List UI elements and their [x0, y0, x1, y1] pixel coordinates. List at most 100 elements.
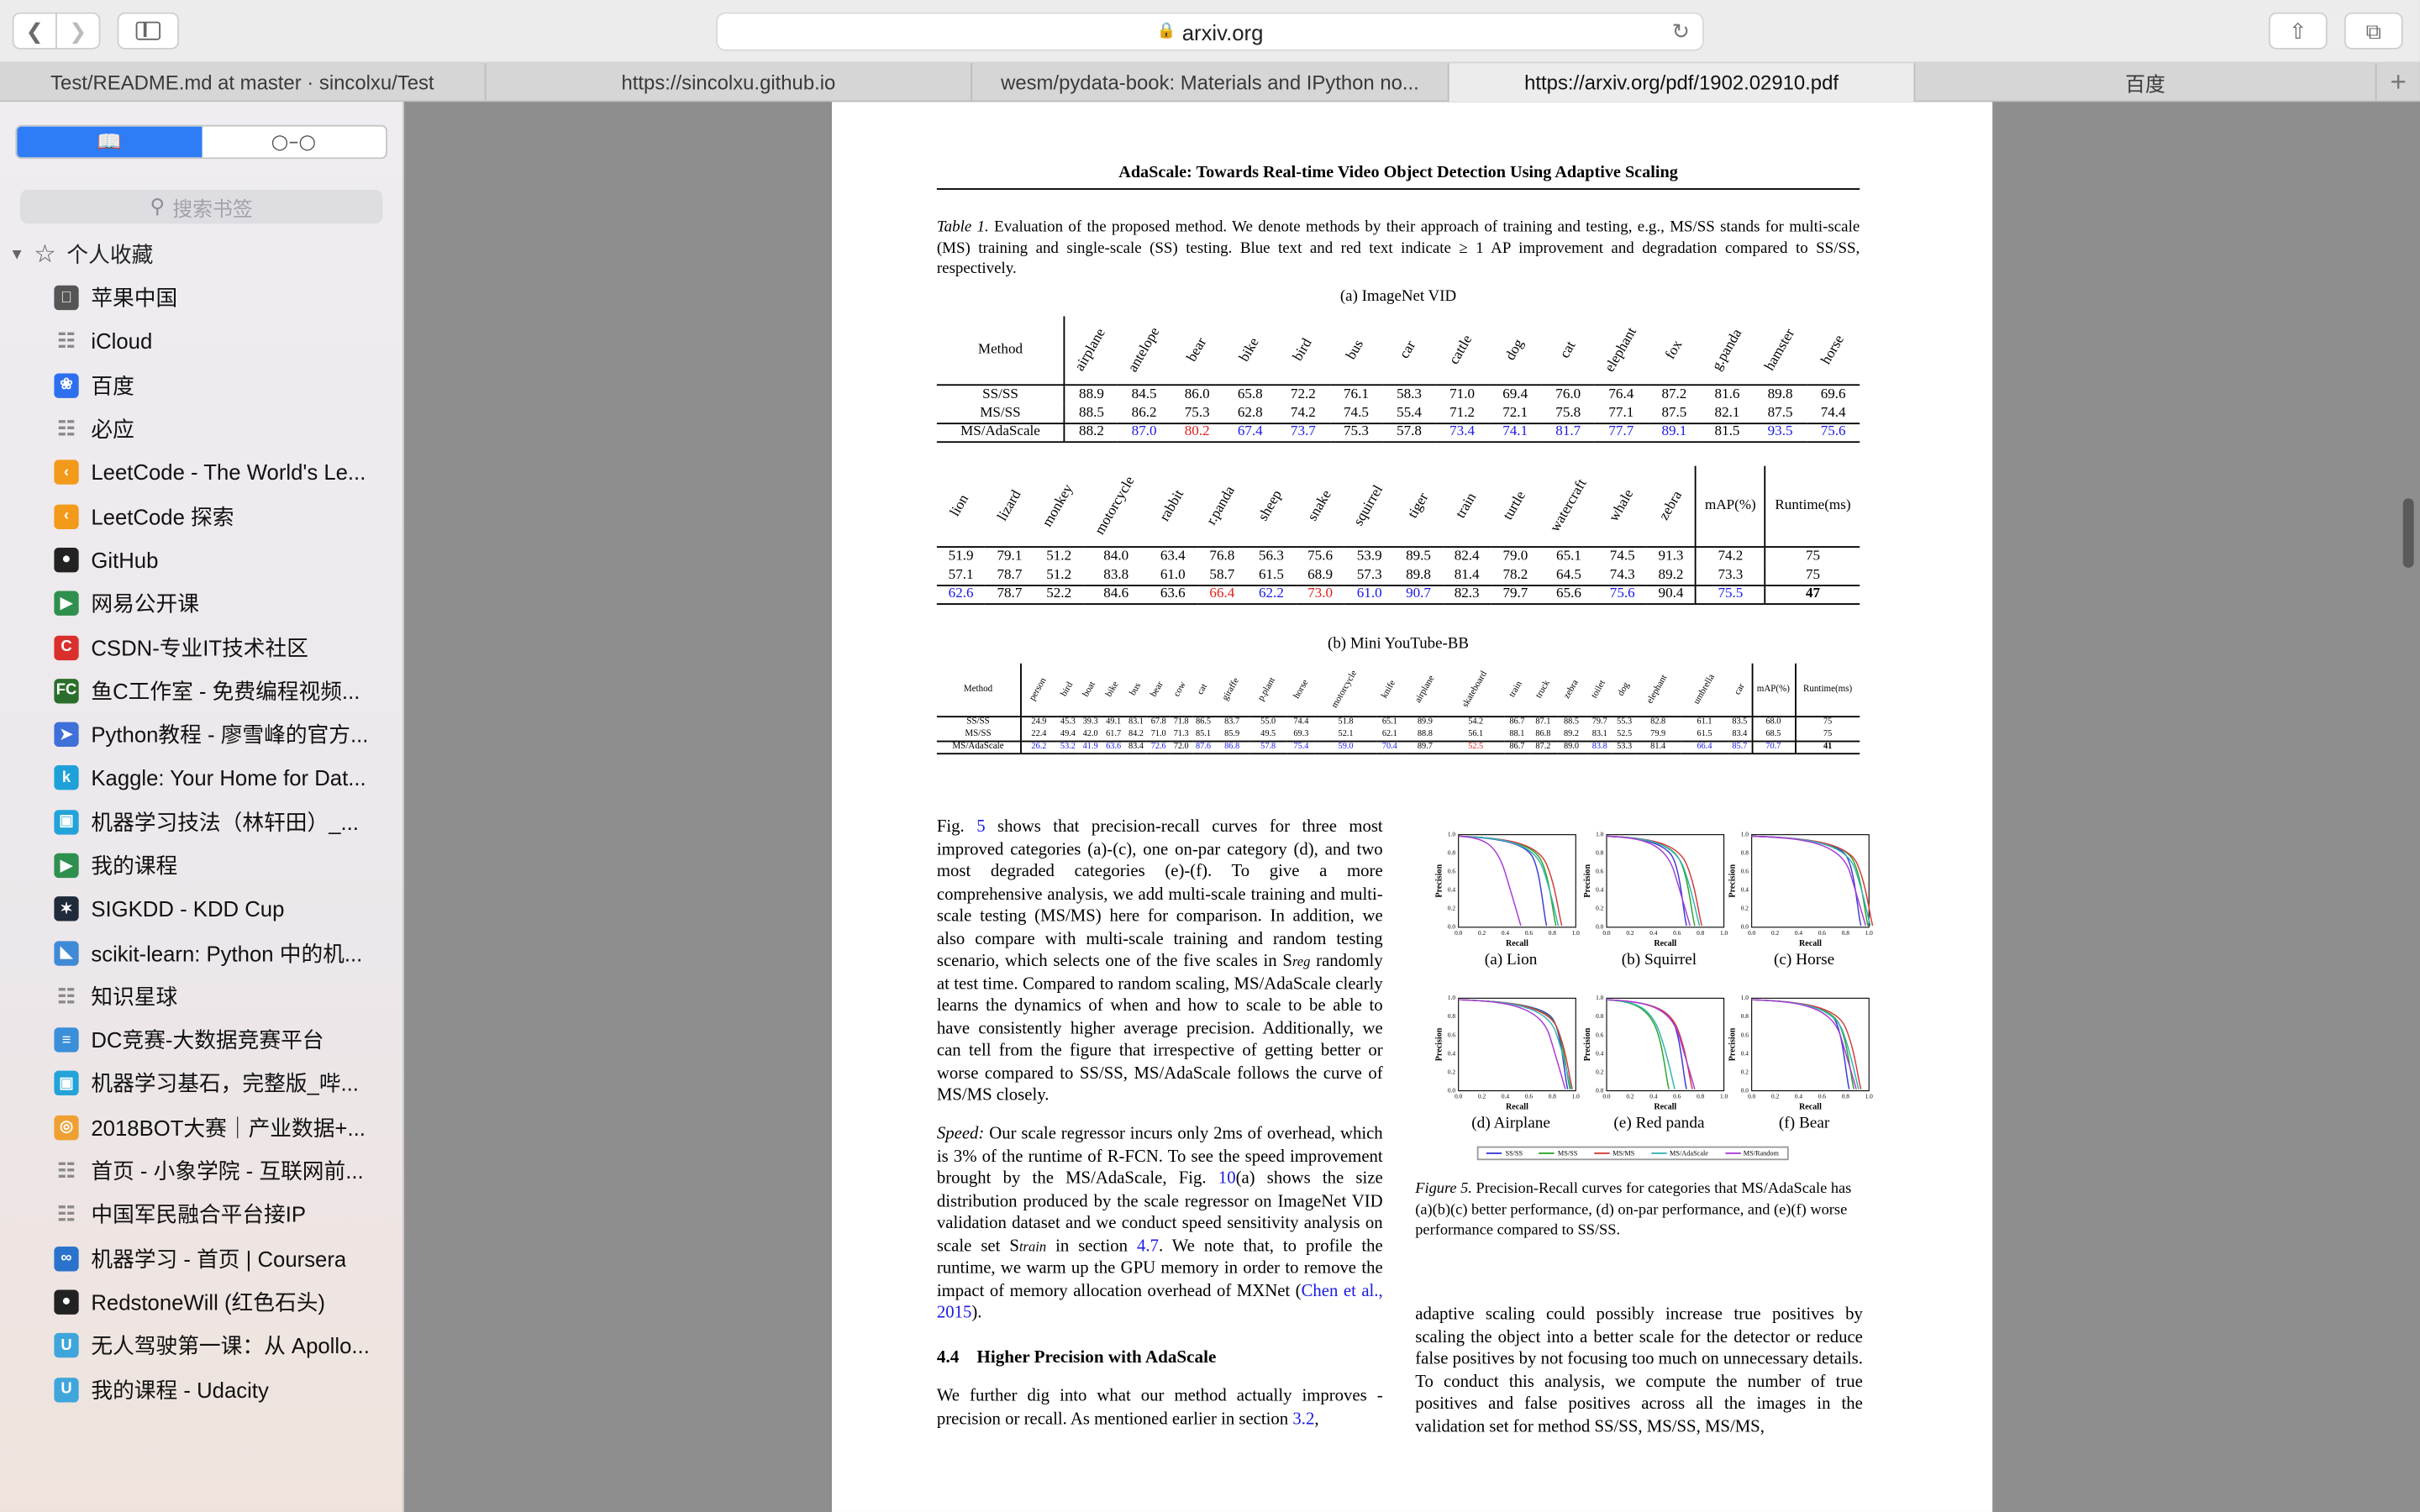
map-header: mAP(%): [1750, 663, 1797, 717]
table-cell: 52.5: [1617, 729, 1633, 739]
bookmark-item[interactable]: ∞ 机器学习 - 首页 | Coursera: [54, 1236, 397, 1280]
table-cell: 69.6: [1820, 386, 1846, 402]
bookmarks-tab[interactable]: 📖: [17, 126, 202, 158]
bookmark-item[interactable]:  苹果中国: [54, 276, 397, 320]
bookmark-item[interactable]: U 我的课程 - Udacity: [54, 1368, 397, 1411]
bookmark-item[interactable]: ☷ 知识星球: [54, 974, 397, 1018]
panel-label: (e) Red panda: [1613, 1115, 1705, 1133]
bookmark-item[interactable]: ▣ 机器学习技法（林轩田）_...: [54, 800, 397, 843]
table-cell: 86.7: [1509, 717, 1525, 727]
bookmark-search-input[interactable]: ⚲ 搜索书签: [19, 189, 383, 224]
p3-a: We further dig into what our method actu…: [936, 1387, 1383, 1428]
table-cell: 62.6: [948, 586, 974, 602]
section-4-7-link[interactable]: 4.7: [1137, 1236, 1159, 1256]
disclosure-triangle-icon[interactable]: ▼: [9, 245, 25, 264]
bookmark-item[interactable]: ▣ 机器学习基石，完整版_哔...: [54, 1062, 397, 1105]
table-cell: 67.4: [1237, 424, 1263, 440]
back-button[interactable]: ❮: [12, 12, 57, 50]
forward-button[interactable]: ❯: [55, 12, 101, 50]
sklearn-icon: ◣: [54, 940, 79, 966]
table-b-title: (b) Mini YouTube-BB: [1328, 635, 1470, 653]
column-header: elephant: [1635, 664, 1681, 716]
method-cell: MS/SS: [936, 727, 1021, 741]
section-3-2-link[interactable]: 3.2: [1292, 1409, 1315, 1428]
bookmark-item[interactable]: k Kaggle: Your Home for Dat...: [54, 756, 397, 800]
tabs-overview-button[interactable]: ⧉: [2344, 12, 2403, 50]
bookmark-label: iCloud: [91, 329, 153, 354]
method-cell: MS/AdaScale: [936, 423, 1065, 443]
bookmark-item[interactable]: ‹ LeetCode 探索: [54, 495, 397, 538]
p1-pre: Fig.: [936, 817, 965, 837]
bookmark-item[interactable]: ◣ scikit-learn: Python 中的机...: [54, 931, 397, 974]
bookmark-item[interactable]: ☷ iCloud: [54, 320, 397, 364]
table-cell: 83.7: [1224, 717, 1240, 727]
x-tick-label: 0.4: [1649, 929, 1657, 937]
fig-ref-link[interactable]: 5: [976, 817, 986, 837]
bookmark-item[interactable]: ☷ 必应: [54, 407, 397, 451]
citation-link[interactable]: Chen et al., 2015: [936, 1281, 1383, 1323]
bookmark-item[interactable]: ◎ 2018BOT大赛｜产业数据+...: [54, 1105, 397, 1149]
y-tick-label: 0.0: [1448, 923, 1455, 931]
bookmark-label: 必应: [91, 416, 134, 442]
tab-github-io[interactable]: https://sincolxu.github.io: [487, 63, 973, 102]
table-cell: 63.4: [1160, 548, 1186, 564]
y-tick-label: 0.4: [1741, 886, 1749, 894]
bookmark-item[interactable]: ● RedstoneWill (红色石头): [54, 1280, 397, 1324]
table-cell: 83.1: [1591, 729, 1607, 739]
column-label: boat: [1082, 680, 1099, 699]
bookmark-item[interactable]: U 无人驾驶第一课：从 Apollo...: [54, 1324, 397, 1368]
bookmark-item[interactable]: C CSDN-专业IT技术社区: [54, 626, 397, 669]
table-cell: 71.0: [1449, 386, 1476, 402]
table-cell: 89.8: [1767, 386, 1793, 402]
share-button[interactable]: ⇧: [2268, 12, 2328, 50]
pr-curve-panel: 0.00.0 0.2 0.2 0.4 0.4 0.6 0.6 0.8 0.8 1.0 1.0 Reca…: [1583, 994, 1728, 1111]
tab-arxiv-pdf[interactable]: https://arxiv.org/pdf/1902.02910.pdf: [1449, 63, 1916, 102]
table-cell: 41.9: [1082, 742, 1098, 752]
bookmark-item[interactable]: ☷ 中国军民融合平台接IP: [54, 1193, 397, 1236]
right-col-text: adaptive scaling could possibly increase…: [1415, 1305, 1863, 1436]
search-placeholder: 搜索书签: [172, 197, 253, 220]
p2-c: in section: [1046, 1236, 1138, 1256]
legend-label: MS/AdaScale: [1670, 1149, 1708, 1158]
bookmark-item[interactable]: ☷ 首页 - 小象学院 - 互联网前...: [54, 1149, 397, 1193]
column-header: bus: [1329, 317, 1382, 385]
bookmark-item[interactable]: ✶ SIGKDD - KDD Cup: [54, 887, 397, 931]
method-cell: MS/AdaScale: [936, 740, 1021, 753]
table-cell: 58.3: [1397, 386, 1422, 402]
new-tab-button[interactable]: +: [2390, 66, 2407, 97]
bookmark-item[interactable]: ≡ DC竞赛-大数据竞赛平台: [54, 1018, 397, 1062]
table-cell: 88.1: [1509, 729, 1525, 739]
column-header: dog: [1489, 317, 1542, 385]
tab-baidu[interactable]: 百度: [1915, 63, 2377, 102]
column-header: bike: [1223, 317, 1276, 385]
scrollbar-thumb[interactable]: [2402, 498, 2414, 568]
bookmark-item[interactable]: ▶ 网易公开课: [54, 582, 397, 626]
bookmark-item[interactable]: FC 鱼C工作室 - 免费编程视频...: [54, 669, 397, 713]
tab-readme[interactable]: Test/README.md at master · sincolxu/Test: [0, 63, 487, 102]
y-tick-label: 0.0: [1448, 1086, 1455, 1094]
table-cell: 55.3: [1617, 717, 1633, 727]
x-axis-label: Recall: [1506, 939, 1528, 948]
table-cell: 57.8: [1260, 742, 1276, 752]
y-tick-label: 0.4: [1596, 886, 1603, 894]
reload-icon[interactable]: ↻: [1671, 18, 1691, 44]
legend-swatch: [1651, 1152, 1667, 1154]
bookmark-label: 网易公开课: [91, 591, 199, 617]
table-cell: 76.4: [1608, 386, 1634, 402]
reading-list-tab[interactable]: ○–○: [202, 127, 386, 158]
tab-pydata-book[interactable]: wesm/pydata-book: Materials and IPython …: [972, 63, 1449, 102]
bookmark-item[interactable]: ➤ Python教程 - 廖雪峰的官方...: [54, 712, 397, 756]
runtime-header: Runtime(ms): [1775, 497, 1851, 514]
address-bar[interactable]: 🔒 arxiv.org ↻: [716, 12, 1704, 51]
pdf-viewer[interactable]: AdaScale: Towards Real-time Video Object…: [404, 102, 2420, 1512]
table-cell: 65.1: [1381, 717, 1397, 727]
bookmark-item[interactable]: ❀ 百度: [54, 364, 397, 407]
bookmark-item[interactable]: ‹ LeetCode - The World's Le...: [54, 451, 397, 495]
bookmark-item[interactable]: ▶ 我的课程: [54, 843, 397, 887]
table-cell: 87.5: [1661, 405, 1687, 421]
x-tick-label: 0.0: [1602, 1093, 1610, 1100]
sidebar-toggle-button[interactable]: [117, 12, 180, 50]
fig10-link[interactable]: 10: [1218, 1169, 1236, 1189]
bookmark-item[interactable]: ● GitHub: [54, 538, 397, 582]
favorites-header[interactable]: ▼ ☆ 个人收藏: [9, 239, 153, 270]
